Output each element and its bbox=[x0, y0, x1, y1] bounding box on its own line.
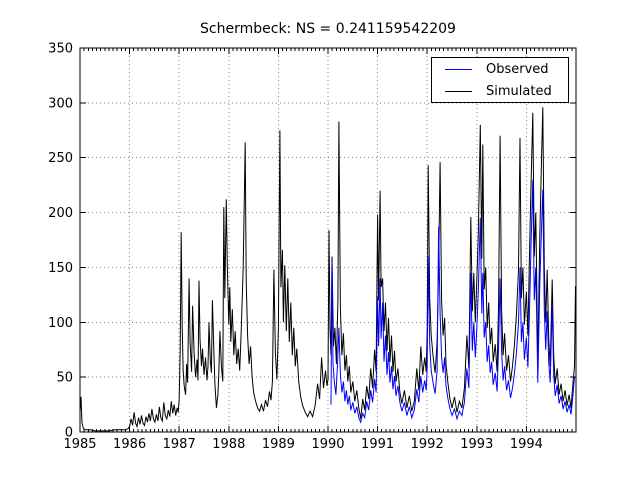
x-tick-label: 1986 bbox=[113, 437, 146, 452]
x-tick-label: 1987 bbox=[163, 437, 196, 452]
x-tick-label: 1992 bbox=[411, 437, 444, 452]
y-tick-label: 200 bbox=[48, 206, 73, 221]
simulated-line bbox=[80, 107, 576, 432]
x-tick-label: 1985 bbox=[63, 437, 96, 452]
x-tick-label: 1990 bbox=[311, 437, 344, 452]
chart-title: Schermbeck: NS = 0.241159542209 bbox=[200, 21, 456, 37]
x-tick-label: 1991 bbox=[361, 437, 394, 452]
x-tick-label: 1989 bbox=[262, 437, 295, 452]
y-tick-label: 100 bbox=[48, 316, 73, 331]
legend-label-simulated: Simulated bbox=[486, 83, 552, 99]
observed-line-sample bbox=[445, 68, 472, 70]
observed-line bbox=[330, 179, 575, 424]
y-tick-label: 250 bbox=[48, 151, 73, 166]
legend: Observed Simulated bbox=[431, 57, 569, 103]
y-tick-label: 350 bbox=[48, 42, 73, 57]
x-tick-label: 1993 bbox=[460, 437, 493, 452]
x-tick-label: 1988 bbox=[212, 437, 245, 452]
x-tick-label: 1994 bbox=[510, 437, 543, 452]
y-tick-label: 0 bbox=[65, 426, 73, 441]
y-tick-label: 150 bbox=[48, 261, 73, 276]
simulated-line-sample bbox=[445, 90, 472, 92]
y-tick-label: 50 bbox=[56, 371, 73, 386]
y-tick-label: 300 bbox=[48, 96, 73, 111]
legend-entry-simulated: Simulated bbox=[432, 81, 568, 102]
legend-label-observed: Observed bbox=[486, 61, 549, 77]
legend-entry-observed: Observed bbox=[432, 59, 568, 80]
